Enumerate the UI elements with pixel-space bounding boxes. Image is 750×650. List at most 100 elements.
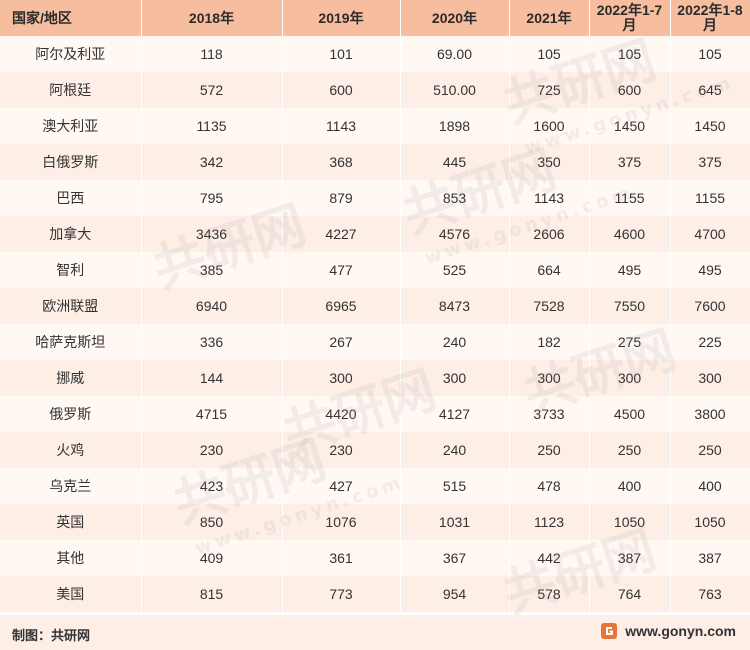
cell-value-2022-jan-jul: 375 (589, 144, 671, 180)
cell-country: 其他 (0, 540, 142, 576)
cell-value-2018: 409 (141, 540, 283, 576)
cell-value-2018: 6940 (141, 288, 283, 324)
cell-value-2022-jan-aug: 300 (670, 360, 750, 396)
cell-country: 阿尔及利亚 (0, 36, 142, 72)
cell-value-2019: 1076 (282, 504, 401, 540)
cell-value-2022-jan-aug: 375 (670, 144, 750, 180)
cell-value-2019: 267 (282, 324, 401, 360)
table-body: 阿尔及利亚 118 101 69.00 105 105 105 阿根廷 572 600 510.00… (0, 36, 750, 612)
cell-value-2019: 879 (282, 180, 401, 216)
cell-value-2021: 1123 (509, 504, 590, 540)
cell-value-2021: 478 (509, 468, 590, 504)
cell-value-2018: 1135 (141, 108, 283, 144)
cell-value-2018: 336 (141, 324, 283, 360)
table-row: 阿根廷 572 600 510.00 725 600 645 (0, 72, 750, 108)
column-header-2020: 2020年 (400, 0, 510, 36)
cell-country: 挪威 (0, 360, 142, 396)
gonyn-logo-icon (601, 623, 618, 639)
cell-country: 加拿大 (0, 216, 142, 252)
cell-value-2021: 1600 (509, 108, 590, 144)
cell-country: 火鸡 (0, 432, 142, 468)
table-row: 挪威 144 300 300 300 300 300 (0, 360, 750, 396)
cell-country: 乌克兰 (0, 468, 142, 504)
footer: 制图：共研网 www.gonyn.com (0, 614, 750, 650)
cell-value-2021: 664 (509, 252, 590, 288)
cell-country: 欧洲联盟 (0, 288, 142, 324)
cell-value-2018: 572 (141, 72, 283, 108)
cell-value-2020: 515 (400, 468, 510, 504)
table-row: 巴西 795 879 853 1143 1155 1155 (0, 180, 750, 216)
cell-country: 俄罗斯 (0, 396, 142, 432)
cell-value-2020: 510.00 (400, 72, 510, 108)
cell-value-2018: 118 (141, 36, 283, 72)
cell-value-2022-jan-jul: 1050 (589, 504, 671, 540)
cell-value-2022-jan-aug: 1155 (670, 180, 750, 216)
cell-value-2022-jan-aug: 763 (670, 576, 750, 612)
column-header-country: 国家/地区 (0, 0, 142, 36)
cell-value-2021: 2606 (509, 216, 590, 252)
cell-value-2020: 1031 (400, 504, 510, 540)
cell-value-2019: 101 (282, 36, 401, 72)
cell-value-2019: 1143 (282, 108, 401, 144)
cell-value-2022-jan-jul: 250 (589, 432, 671, 468)
chart-credit: 制图：共研网 (12, 628, 91, 643)
table-row: 火鸡 230 230 240 250 250 250 (0, 432, 750, 468)
column-header-2018: 2018年 (141, 0, 283, 36)
table-row: 其他 409 361 367 442 387 387 (0, 540, 750, 576)
table-row: 阿尔及利亚 118 101 69.00 105 105 105 (0, 36, 750, 72)
cell-value-2020: 954 (400, 576, 510, 612)
cell-value-2021: 182 (509, 324, 590, 360)
cell-value-2022-jan-aug: 1450 (670, 108, 750, 144)
column-header-2021: 2021年 (509, 0, 590, 36)
cell-value-2018: 423 (141, 468, 283, 504)
table-row: 智利 385 477 525 664 495 495 (0, 252, 750, 288)
cell-value-2022-jan-aug: 250 (670, 432, 750, 468)
cell-value-2018: 385 (141, 252, 283, 288)
table-row: 乌克兰 423 427 515 478 400 400 (0, 468, 750, 504)
cell-value-2022-jan-aug: 645 (670, 72, 750, 108)
table-row: 俄罗斯 4715 4420 4127 3733 4500 3800 (0, 396, 750, 432)
cell-country: 阿根廷 (0, 72, 142, 108)
cell-value-2020: 240 (400, 432, 510, 468)
column-header-2019: 2019年 (282, 0, 401, 36)
table-row: 美国 815 773 954 578 764 763 (0, 576, 750, 612)
cell-value-2020: 367 (400, 540, 510, 576)
cell-value-2021: 300 (509, 360, 590, 396)
data-table: 国家/地区 2018年 2019年 2020年 2021年 2022年1-7月 … (0, 0, 750, 612)
cell-value-2018: 4715 (141, 396, 283, 432)
cell-value-2021: 578 (509, 576, 590, 612)
cell-country: 哈萨克斯坦 (0, 324, 142, 360)
cell-value-2022-jan-jul: 387 (589, 540, 671, 576)
cell-value-2022-jan-jul: 1155 (589, 180, 671, 216)
cell-value-2022-jan-aug: 7600 (670, 288, 750, 324)
cell-value-2018: 3436 (141, 216, 283, 252)
cell-country: 美国 (0, 576, 142, 612)
cell-country: 澳大利亚 (0, 108, 142, 144)
cell-value-2022-jan-jul: 4600 (589, 216, 671, 252)
cell-value-2019: 4420 (282, 396, 401, 432)
cell-value-2022-jan-jul: 495 (589, 252, 671, 288)
cell-value-2022-jan-jul: 105 (589, 36, 671, 72)
table-row: 英国 850 1076 1031 1123 1050 1050 (0, 504, 750, 540)
cell-value-2021: 7528 (509, 288, 590, 324)
brand-url: www.gonyn.com (625, 623, 736, 639)
cell-value-2018: 815 (141, 576, 283, 612)
cell-value-2018: 230 (141, 432, 283, 468)
cell-value-2022-jan-jul: 400 (589, 468, 671, 504)
table-row: 哈萨克斯坦 336 267 240 182 275 225 (0, 324, 750, 360)
brand: www.gonyn.com (601, 623, 736, 639)
cell-value-2022-jan-jul: 764 (589, 576, 671, 612)
cell-value-2019: 6965 (282, 288, 401, 324)
cell-value-2021: 442 (509, 540, 590, 576)
cell-value-2018: 144 (141, 360, 283, 396)
cell-value-2019: 773 (282, 576, 401, 612)
cell-value-2019: 4227 (282, 216, 401, 252)
cell-value-2018: 850 (141, 504, 283, 540)
table-row: 加拿大 3436 4227 4576 2606 4600 4700 (0, 216, 750, 252)
cell-value-2022-jan-aug: 225 (670, 324, 750, 360)
cell-value-2020: 4576 (400, 216, 510, 252)
cell-value-2020: 445 (400, 144, 510, 180)
cell-value-2021: 105 (509, 36, 590, 72)
cell-value-2020: 1898 (400, 108, 510, 144)
